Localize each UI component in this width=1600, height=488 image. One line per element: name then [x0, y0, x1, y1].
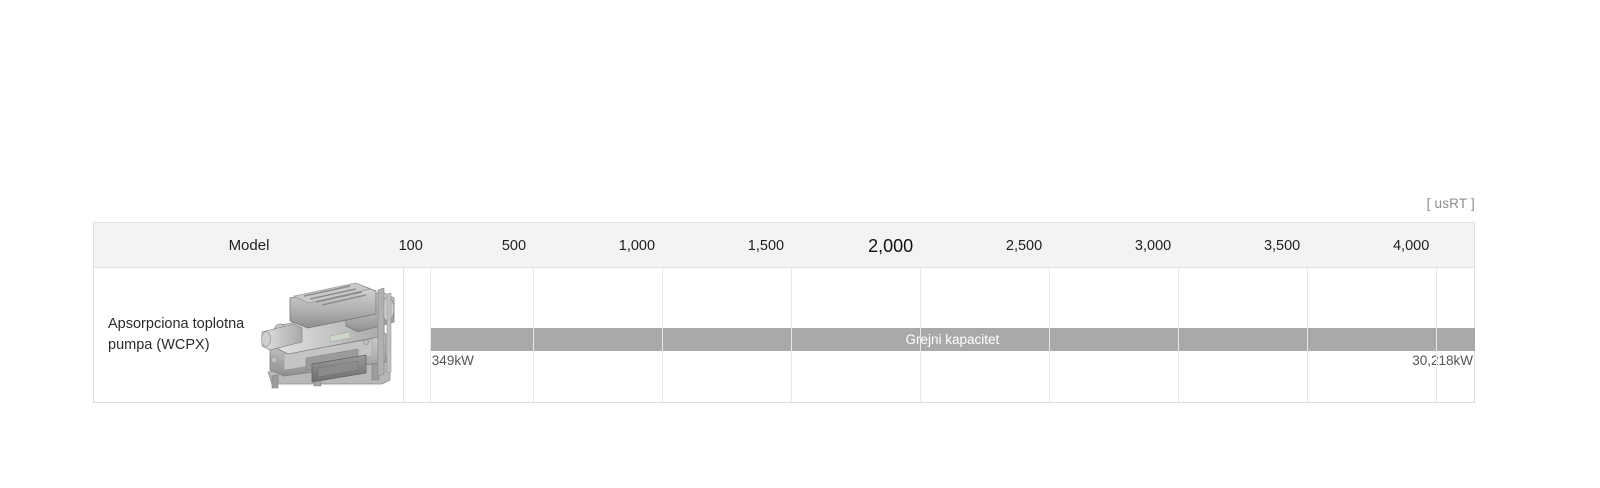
product-name-label: Apsorpciona toplotna pumpa (WCPX): [108, 316, 245, 353]
axis-tick-1500: 1,500: [747, 238, 785, 254]
gridline-3000: [1178, 268, 1180, 402]
table-body-row: Apsorpciona toplotna pumpa (WCPX): [94, 268, 1475, 402]
gridline-2000: [920, 268, 922, 402]
range-max-label: 30,218kW: [1412, 353, 1473, 368]
axis-tick-3000: 3,000: [1134, 238, 1172, 254]
plot-area: Grejni kapacitet 349kW 30,218kW: [404, 268, 1475, 402]
gridline-1500: [791, 268, 793, 402]
capacity-bar-label: Grejni kapacitet: [905, 332, 1000, 347]
axis-tick-3500: 3,500: [1263, 238, 1301, 254]
axis-tick-100: 100: [398, 238, 423, 254]
axis-tick-4000: 4,000: [1392, 238, 1430, 254]
axis-tick-2500: 2,500: [1005, 238, 1043, 254]
capacity-table: Model 100 500 1,000 1,500 2,000 2,500 3,000 3,5…: [93, 222, 1475, 403]
gridline-500: [533, 268, 535, 402]
gridline-4000: [1436, 268, 1438, 402]
gridline-2500: [1049, 268, 1051, 402]
axis-tick-500: 500: [501, 238, 527, 254]
product-image: [254, 276, 399, 396]
gridline-1000: [662, 268, 664, 402]
axis-tick-2000: 2,000: [868, 236, 914, 256]
model-cell: Apsorpciona toplotna pumpa (WCPX): [94, 268, 404, 402]
axis-tick-1000: 1,000: [618, 238, 656, 254]
capacity-range-bar[interactable]: Grejni kapacitet: [429, 328, 1475, 351]
unit-caption: [ usRT ]: [1426, 196, 1475, 211]
absorption-heat-pump-icon: [261, 282, 395, 389]
range-min-label: 349kW: [431, 353, 474, 368]
model-column-header: Model: [228, 237, 270, 254]
gridline-100: [429, 268, 431, 402]
axis-tick-labels: 100 500 1,000 1,500 2,000 2,500 3,000 3,500 4,00…: [399, 223, 1474, 268]
table-header-row: Model 100 500 1,000 1,500 2,000 2,500 3,000 3,5…: [94, 223, 1474, 268]
gridline-3500: [1307, 268, 1309, 402]
